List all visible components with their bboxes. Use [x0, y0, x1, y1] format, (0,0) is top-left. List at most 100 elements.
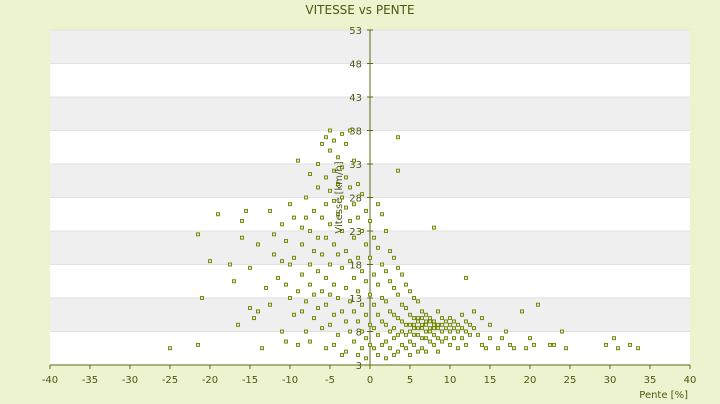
- scatter-point: [396, 135, 400, 140]
- scatter-point: [268, 302, 272, 307]
- scatter-point: [460, 326, 464, 331]
- scatter-point: [284, 239, 288, 244]
- scatter-point: [512, 346, 516, 351]
- scatter-point: [528, 336, 532, 341]
- scatter-point: [236, 322, 240, 327]
- scatter-point: [604, 342, 608, 347]
- scatter-point: [412, 296, 416, 300]
- scatter-point: [344, 286, 348, 290]
- scatter-point: [416, 349, 420, 354]
- scatter-point: [320, 252, 324, 257]
- scatter-point: [256, 309, 260, 314]
- x-tick-label: 0: [367, 375, 373, 386]
- scatter-point: [392, 336, 396, 341]
- scatter-point: [376, 353, 380, 357]
- scatter-point: [428, 316, 432, 321]
- scatter-point: [336, 252, 340, 257]
- scatter-point: [300, 272, 304, 277]
- scatter-point: [360, 329, 364, 334]
- scatter-point: [344, 349, 348, 354]
- scatter-point: [360, 302, 364, 307]
- scatter-point: [356, 215, 360, 220]
- scatter-point: [316, 235, 320, 240]
- scatter-point: [412, 326, 416, 331]
- scatter-point: [376, 332, 380, 337]
- scatter-point: [428, 326, 432, 331]
- scatter-points: [168, 128, 640, 361]
- scatter-point: [304, 329, 308, 334]
- scatter-point: [412, 332, 416, 337]
- scatter-point: [336, 182, 340, 187]
- scatter-point: [356, 353, 360, 357]
- x-tick-label: -35: [82, 375, 98, 386]
- scatter-point: [464, 329, 468, 334]
- scatter-point: [448, 342, 452, 347]
- scatter-point: [384, 339, 388, 344]
- scatter-point: [308, 282, 312, 287]
- scatter-point: [356, 289, 360, 294]
- x-tick-label: 5: [407, 375, 413, 386]
- scatter-point: [232, 279, 236, 284]
- y-tick-label: 33: [349, 160, 362, 171]
- scatter-point: [364, 336, 368, 341]
- scatter-point: [344, 319, 348, 324]
- scatter-point: [408, 289, 412, 294]
- scatter-point: [296, 158, 300, 163]
- scatter-point: [416, 316, 420, 321]
- scatter-point: [448, 316, 452, 321]
- scatter-point: [424, 336, 428, 341]
- scatter-point: [420, 309, 424, 314]
- scatter-point: [436, 336, 440, 341]
- scatter-point: [284, 339, 288, 344]
- scatter-point: [280, 329, 284, 334]
- scatter-point: [536, 302, 540, 307]
- scatter-point: [328, 148, 332, 153]
- scatter-point: [432, 225, 436, 230]
- x-tick-label: 15: [484, 375, 497, 386]
- scatter-point: [392, 255, 396, 260]
- scatter-point: [416, 326, 420, 331]
- x-tick-label: 30: [604, 375, 617, 386]
- scatter-point: [312, 292, 316, 297]
- scatter-point: [240, 218, 244, 223]
- scatter-point: [504, 329, 508, 334]
- y-axis-label: Vitesse [km/h]: [334, 161, 345, 233]
- scatter-point: [412, 316, 416, 321]
- scatter-point: [308, 229, 312, 233]
- scatter-point: [312, 249, 316, 254]
- scatter-point: [276, 275, 280, 280]
- scatter-point: [380, 342, 384, 347]
- scatter-point: [300, 225, 304, 230]
- scatter-point: [340, 353, 344, 357]
- scatter-point: [384, 269, 388, 274]
- scatter-point: [420, 336, 424, 341]
- y-tick-label: 18: [349, 261, 362, 272]
- scatter-point: [388, 346, 392, 351]
- scatter-point: [272, 232, 276, 237]
- scatter-point: [636, 346, 640, 351]
- scatter-point: [364, 312, 368, 317]
- scatter-point: [288, 262, 292, 267]
- scatter-point: [372, 272, 376, 277]
- scatter-point: [280, 259, 284, 264]
- chart-title: VITESSE vs PENTE: [305, 3, 414, 17]
- scatter-point: [448, 329, 452, 334]
- scatter-point: [552, 342, 556, 347]
- y-tick-label: 8: [356, 328, 362, 339]
- scatter-point: [296, 289, 300, 294]
- x-tick-label: 40: [684, 375, 697, 386]
- scatter-point: [328, 188, 332, 193]
- scatter-point: [364, 208, 368, 213]
- scatter-point: [532, 342, 536, 347]
- scatter-point: [480, 316, 484, 321]
- scatter-point: [320, 326, 324, 331]
- scatter-point: [344, 205, 348, 210]
- scatter-point: [332, 312, 336, 317]
- scatter-point: [488, 322, 492, 327]
- scatter-point: [304, 215, 308, 220]
- scatter-point: [256, 242, 260, 247]
- scatter-point: [400, 272, 404, 277]
- scatter-point: [616, 346, 620, 351]
- scatter-point: [420, 322, 424, 327]
- scatter-point: [340, 131, 344, 136]
